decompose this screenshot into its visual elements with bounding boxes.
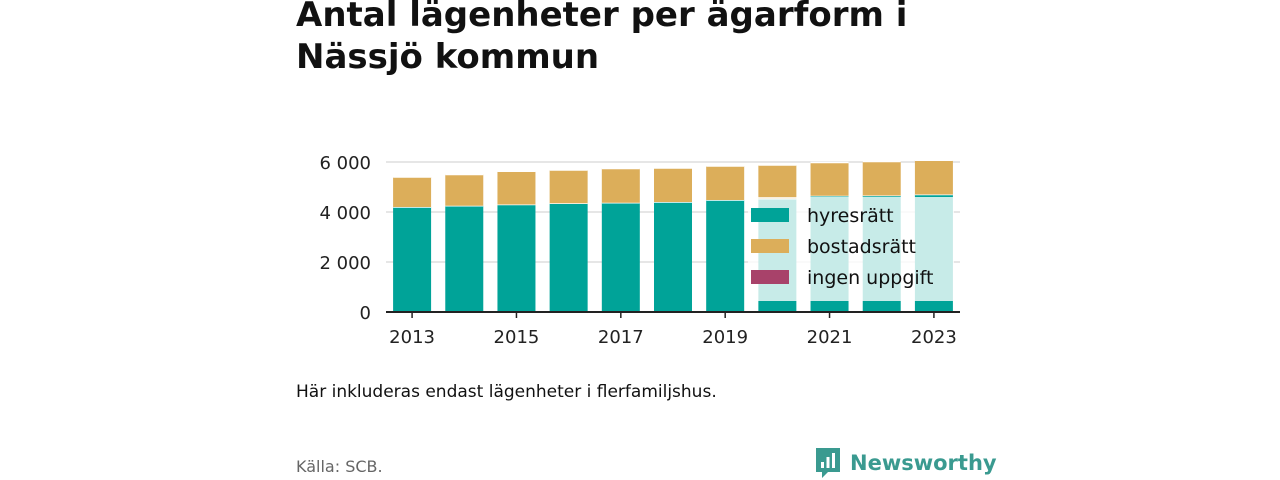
- x-tick-label: 2017: [598, 327, 644, 348]
- legend-label: bostadsrätt: [807, 236, 916, 258]
- bar-chart: hyresrätt bostadsrätt ingen uppgift 0 2 000…: [319, 153, 960, 348]
- brand-logo: Newsworthy: [814, 446, 997, 480]
- y-tick-label: 0: [360, 303, 371, 324]
- bar-bostadsrätt-2020: [758, 165, 797, 199]
- bar-hyresrätt-2013: [393, 207, 432, 312]
- chart-note: Här inkluderas endast lägenheter i flerf…: [296, 382, 717, 402]
- bar-bostadsrätt-2018: [654, 168, 692, 202]
- legend: hyresrätt bostadsrätt ingen uppgift: [748, 197, 954, 301]
- y-tick-label: 6 000: [319, 153, 371, 174]
- bar-hyresrätt-2016: [549, 203, 588, 312]
- x-tick-label: 2019: [702, 327, 748, 348]
- legend-swatch: [751, 239, 789, 253]
- legend-swatch: [751, 208, 789, 222]
- bar-bostadsrätt-2021: [810, 162, 849, 196]
- bar-hyresrätt-2019: [706, 200, 745, 312]
- x-axis: 2013 2015 2017 2019 2021 2023: [386, 311, 960, 348]
- source-text: Källa: SCB.: [296, 457, 383, 476]
- bar-hyresrätt-2015: [497, 204, 536, 312]
- x-tick-label: 2021: [807, 327, 853, 348]
- y-axis: 0 2 000 4 000 6 000: [319, 153, 371, 324]
- x-tick-label: 2013: [389, 327, 435, 348]
- x-tick-label: 2023: [911, 327, 957, 348]
- brand-name: Newsworthy: [850, 451, 997, 475]
- newsworthy-logo-icon: [816, 448, 840, 478]
- legend-swatch: [751, 270, 789, 284]
- bar-bostadsrätt-2023: [914, 160, 953, 195]
- legend-label: ingen uppgift: [807, 267, 933, 289]
- bar-bostadsrätt-2014: [445, 174, 484, 206]
- bar-hyresrätt-2018: [654, 202, 692, 312]
- bar-bostadsrätt-2022: [862, 161, 901, 196]
- bar-bostadsrätt-2013: [393, 177, 432, 207]
- y-tick-label: 4 000: [319, 203, 371, 224]
- bar-bostadsrätt-2015: [497, 171, 536, 205]
- bar-bostadsrätt-2016: [549, 170, 588, 204]
- bar-bostadsrätt-2017: [601, 168, 640, 203]
- x-tick-label: 2015: [494, 327, 540, 348]
- legend-label: hyresrätt: [807, 205, 894, 227]
- bar-hyresrätt-2014: [445, 205, 484, 312]
- chart-title: Antal lägenheter per ägarform i Nässjö k…: [296, 0, 908, 77]
- bar-hyresrätt-2017: [601, 202, 640, 312]
- bar-bostadsrätt-2019: [706, 166, 745, 200]
- y-tick-label: 2 000: [319, 253, 371, 274]
